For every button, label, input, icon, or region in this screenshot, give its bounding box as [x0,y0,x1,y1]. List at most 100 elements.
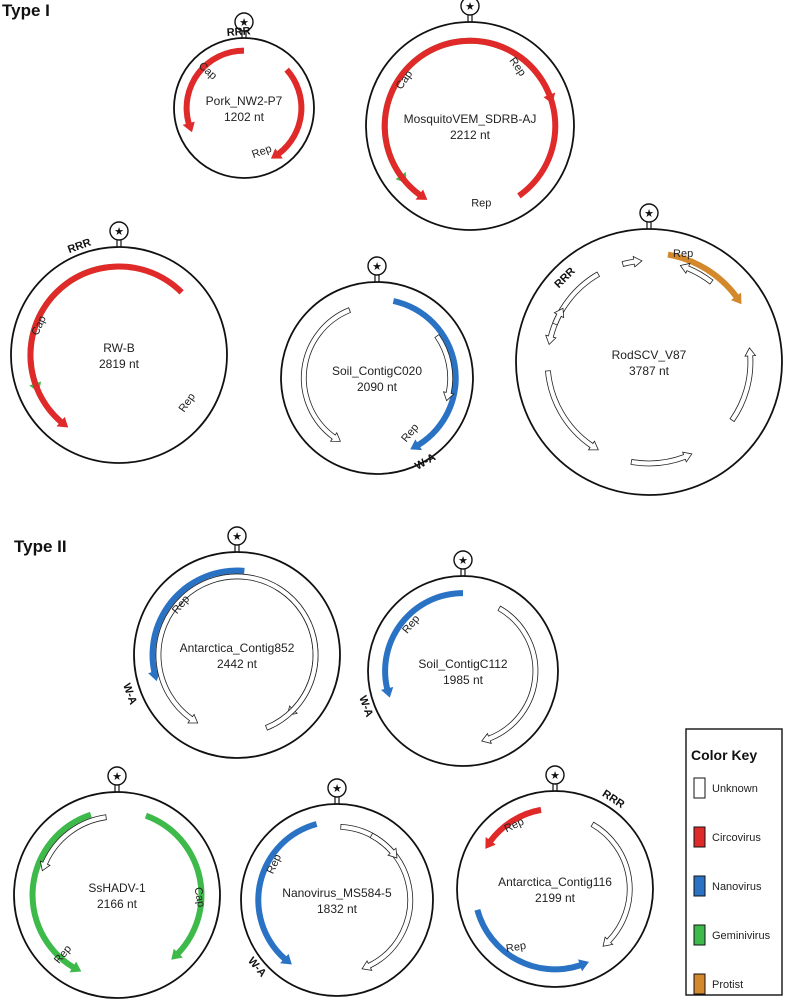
orf-arrow-geminivirus [29,811,92,973]
star-icon: ★ [112,770,122,783]
section-title-type-1: Type I [2,1,50,20]
star-icon: ★ [550,769,560,782]
origin-loop [639,203,659,223]
star-icon: ★ [644,207,654,220]
origin-loop [227,526,247,546]
orf-arrow-unknown [434,334,455,402]
star-icon: ★ [332,782,342,795]
genome-name: RodSCV_V87 [612,348,687,362]
origin-loop [109,221,129,241]
orf-arrow-unknown [155,573,319,731]
genome-circle [280,281,474,475]
genome-name: Pork_NW2-P7 [206,94,283,108]
genome-circle [13,791,221,999]
color-key-title: Color Key [691,747,757,763]
orf-arrow-nanovirus [380,590,463,698]
orf-arrow-circovirus [182,47,244,133]
motif-label: RRR [552,265,577,290]
key-label: Circovirus [712,832,761,844]
orf-label: Rep [265,852,284,875]
orf-arrow-unknown [39,814,107,872]
genome-length: 2819 nt [99,357,140,371]
key-swatch-nanovirus [693,875,706,897]
orf-arrow-unknown [590,821,633,947]
origin-loop [107,766,127,786]
key-label: Protist [712,979,743,991]
genome-circle [10,246,228,464]
orf-arrow-circovirus [485,806,542,849]
orf-arrow-unknown [300,307,352,442]
star-icon: ★ [372,260,382,273]
orf-arrow-nanovirus [392,298,459,451]
orf-arrow-geminivirus [144,812,205,960]
genome-rodscv-v87: ★ Rep RRR RodSCV_V87 3787 nt [515,203,783,496]
orf-arrow-nanovirus [474,909,589,973]
genome-nanovirus-ms584-5: ★ Rep W-A Nanovirus_MS584-5 1832 nt [240,778,434,997]
genome-length: 2090 nt [357,380,398,394]
genome-length: 2199 nt [535,891,576,905]
orf-arrow-unknown [621,255,643,268]
genome-length: 2442 nt [217,657,258,671]
orf-label: Cap [192,886,207,908]
genome-length: 1832 nt [317,902,358,916]
genome-length: 1985 nt [443,673,484,687]
orf-label: Rep [471,197,491,209]
orf-arrow-unknown [630,451,693,467]
orf-arrow-unknown [545,370,599,451]
genome-circle [456,790,654,988]
star-icon: ★ [458,554,468,567]
star-icon: ★ [232,530,242,543]
key-label: Geminivirus [712,930,771,942]
genome-name: MosquitoVEM_SDRB-AJ [404,112,537,126]
key-swatch-geminivirus [693,924,706,946]
genome-pork-nw2-p7: ★ Cap Rep RRR Pork_NW2-P7 1202 nt [173,12,315,179]
motif-label: RRR [226,25,251,39]
key-label: Unknown [712,783,758,795]
motif-label: W-A [120,682,139,707]
orf-label: Rep [505,940,527,955]
motif-label: RRR [66,237,93,256]
genome-name: Soil_ContigC020 [332,364,422,378]
origin-loop [234,12,254,32]
orf-label: Rep [177,391,198,414]
genome-name: Antarctica_Contig116 [498,875,612,889]
genome-rw-b: ★ Cap Rep RRR RW-B 2819 nt [10,221,228,464]
orf-label: Rep [673,248,693,260]
orf-label: Cap [196,60,219,82]
orf-arrow-nanovirus [255,821,318,965]
color-key: Color Key Unknown Circovirus Nanovirus Gemi… [685,728,783,996]
orf-label: Cap [29,314,48,337]
orf-arrow-unknown [552,307,565,326]
origin-loop [545,765,565,785]
genome-length: 1202 nt [224,110,265,124]
key-swatch-protist [693,973,706,995]
genome-name: Soil_ContigC112 [418,657,507,671]
orf-arrow-unknown [729,347,757,423]
genome-length: 3787 nt [629,364,670,378]
genome-name: SsHADV-1 [88,881,146,895]
genome-length: 2166 nt [97,897,138,911]
orf-arrow-circovirus [27,263,184,428]
key-swatch-circovirus [693,826,706,848]
genome-name: Antarctica_Contig852 [180,641,295,655]
genome-name: Nanovirus_MS584-5 [282,886,392,900]
orf-label: Cap [394,68,415,91]
orf-label: Rep [250,143,273,161]
orf-label: Rep [399,421,421,444]
genome-name: RW-B [103,341,135,355]
key-swatch-unknown [693,777,706,799]
origin-loop [327,778,347,798]
section-title-type-2: Type II [14,537,67,556]
motif-label: RRR [600,788,627,811]
origin-loop [460,0,480,16]
genome-circle [515,228,783,496]
orf-arrow-unknown [481,605,539,744]
star-icon: ★ [114,225,124,238]
